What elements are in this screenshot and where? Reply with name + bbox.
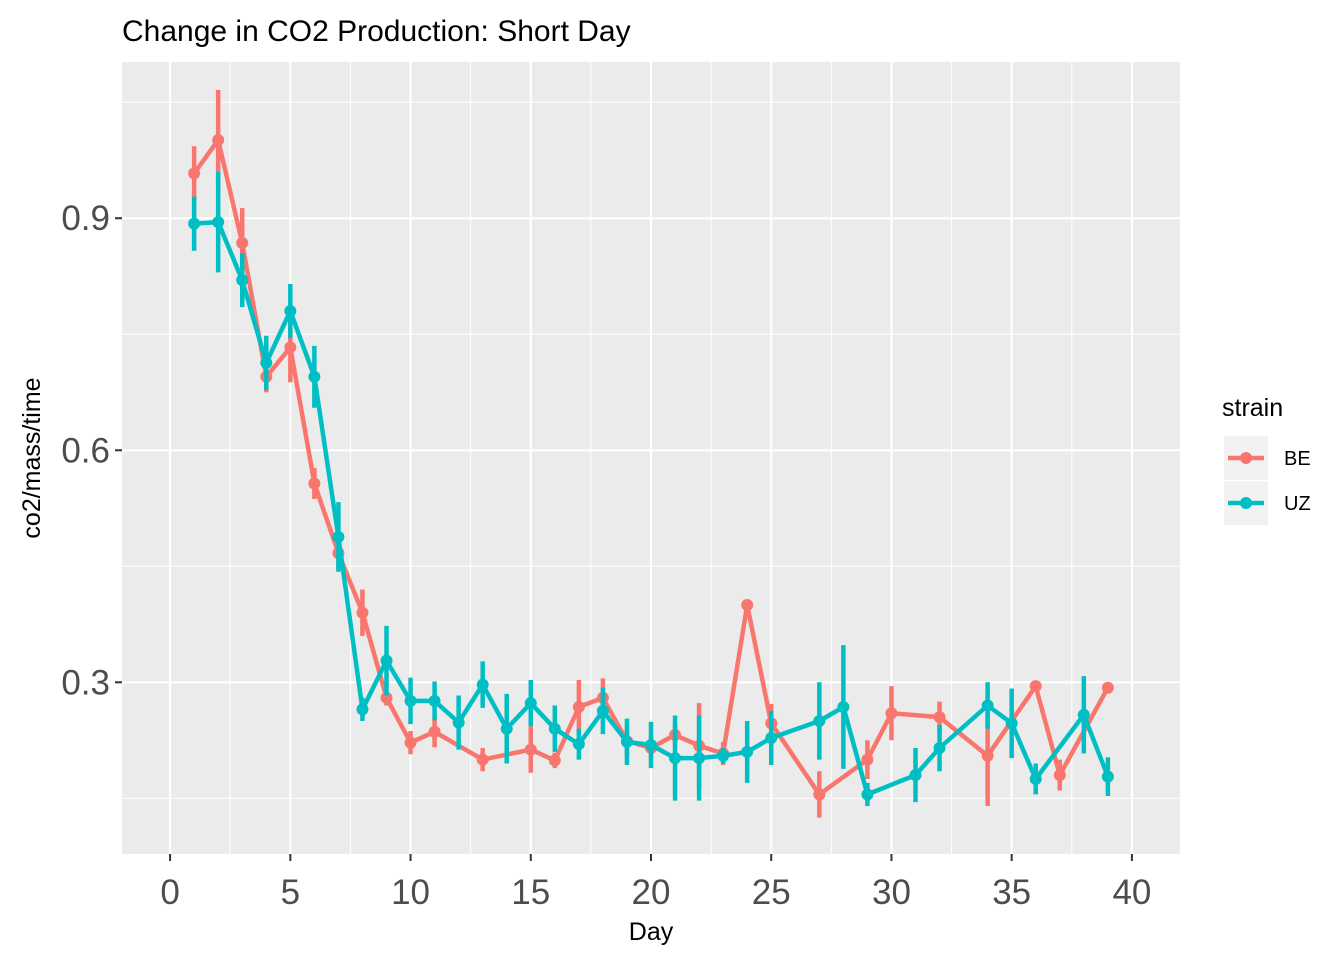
data-point-be bbox=[933, 711, 946, 724]
data-point-uz bbox=[308, 370, 321, 383]
data-point-be bbox=[404, 736, 417, 749]
data-point-uz bbox=[837, 701, 850, 714]
legend: strain BE UZ bbox=[1222, 394, 1311, 525]
x-tick-label: 35 bbox=[992, 873, 1031, 912]
data-point-be bbox=[741, 598, 754, 611]
x-tick-label: 5 bbox=[281, 873, 300, 912]
data-point-uz bbox=[741, 745, 754, 758]
data-point-uz bbox=[645, 738, 657, 751]
x-axis: 0 5 10 15 20 25 30 35 40 bbox=[160, 854, 1151, 912]
data-point-uz bbox=[476, 678, 489, 691]
data-point-be bbox=[1053, 769, 1066, 782]
y-axis: 0.3 0.6 0.9 bbox=[61, 199, 122, 702]
data-point-uz bbox=[356, 703, 369, 716]
chart-title: Change in CO2 Production: Short Day bbox=[122, 15, 631, 48]
data-point-uz bbox=[1101, 770, 1114, 783]
legend-label-be: BE bbox=[1284, 448, 1311, 470]
data-point-uz bbox=[933, 742, 946, 755]
data-point-uz bbox=[765, 731, 778, 744]
data-point-uz bbox=[813, 714, 826, 727]
data-point-uz bbox=[1029, 772, 1042, 785]
series-uz bbox=[188, 171, 1114, 807]
data-point-uz bbox=[1077, 708, 1090, 721]
data-point-be bbox=[1029, 680, 1042, 693]
data-point-uz bbox=[284, 305, 297, 318]
data-point-be bbox=[308, 477, 321, 490]
data-point-uz bbox=[236, 274, 249, 287]
data-point-uz bbox=[188, 217, 201, 230]
data-point-uz bbox=[428, 694, 441, 707]
x-tick-label: 25 bbox=[752, 873, 791, 912]
data-point-be bbox=[813, 788, 826, 801]
data-point-uz bbox=[260, 356, 273, 369]
data-point-uz bbox=[380, 654, 393, 667]
data-point-be bbox=[1101, 681, 1114, 694]
data-point-be bbox=[885, 707, 898, 720]
data-point-be bbox=[284, 341, 297, 354]
x-tick-label: 15 bbox=[511, 873, 550, 912]
y-tick-label: 0.6 bbox=[61, 431, 110, 470]
data-point-uz bbox=[572, 738, 585, 751]
data-point-uz bbox=[693, 752, 706, 765]
y-tick-label: 0.3 bbox=[61, 663, 110, 702]
series-layer bbox=[188, 89, 1114, 818]
data-point-uz bbox=[212, 216, 225, 229]
legend-marker-be bbox=[1240, 452, 1252, 464]
x-tick-label: 30 bbox=[872, 873, 911, 912]
data-point-uz bbox=[548, 722, 561, 735]
x-tick-label: 10 bbox=[391, 873, 430, 912]
data-point-be bbox=[236, 236, 249, 249]
data-point-be bbox=[861, 753, 874, 766]
x-tick-label: 40 bbox=[1112, 873, 1151, 912]
data-point-uz bbox=[861, 788, 874, 801]
x-tick-label: 20 bbox=[632, 873, 671, 912]
data-point-be bbox=[548, 754, 561, 767]
data-point-uz bbox=[404, 694, 417, 707]
data-point-uz bbox=[717, 749, 730, 762]
data-point-uz bbox=[332, 530, 345, 543]
data-point-uz bbox=[500, 722, 513, 735]
data-point-be bbox=[524, 743, 537, 756]
data-point-uz bbox=[596, 704, 609, 717]
legend-item-uz: UZ bbox=[1224, 481, 1311, 525]
data-point-uz bbox=[669, 752, 682, 765]
y-axis-title: co2/mass/time bbox=[18, 377, 46, 538]
y-tick-label: 0.9 bbox=[61, 199, 110, 238]
x-axis-title: Day bbox=[629, 918, 674, 946]
data-point-be bbox=[476, 753, 489, 766]
data-point-be bbox=[572, 701, 585, 714]
data-point-uz bbox=[1005, 717, 1018, 730]
legend-item-be: BE bbox=[1224, 436, 1311, 480]
data-point-uz bbox=[909, 769, 922, 782]
data-point-be bbox=[356, 606, 369, 619]
data-point-uz bbox=[620, 735, 633, 748]
legend-title: strain bbox=[1222, 394, 1283, 422]
data-point-uz bbox=[524, 697, 537, 710]
data-point-be bbox=[981, 749, 994, 762]
legend-marker-uz bbox=[1240, 497, 1252, 509]
legend-label-uz: UZ bbox=[1284, 493, 1311, 515]
data-point-be bbox=[428, 725, 441, 738]
data-point-uz bbox=[981, 699, 994, 712]
x-tick-label: 0 bbox=[160, 873, 179, 912]
data-point-be bbox=[212, 134, 225, 147]
data-point-be bbox=[380, 691, 393, 704]
data-point-uz bbox=[452, 716, 465, 729]
data-point-be bbox=[188, 167, 201, 180]
